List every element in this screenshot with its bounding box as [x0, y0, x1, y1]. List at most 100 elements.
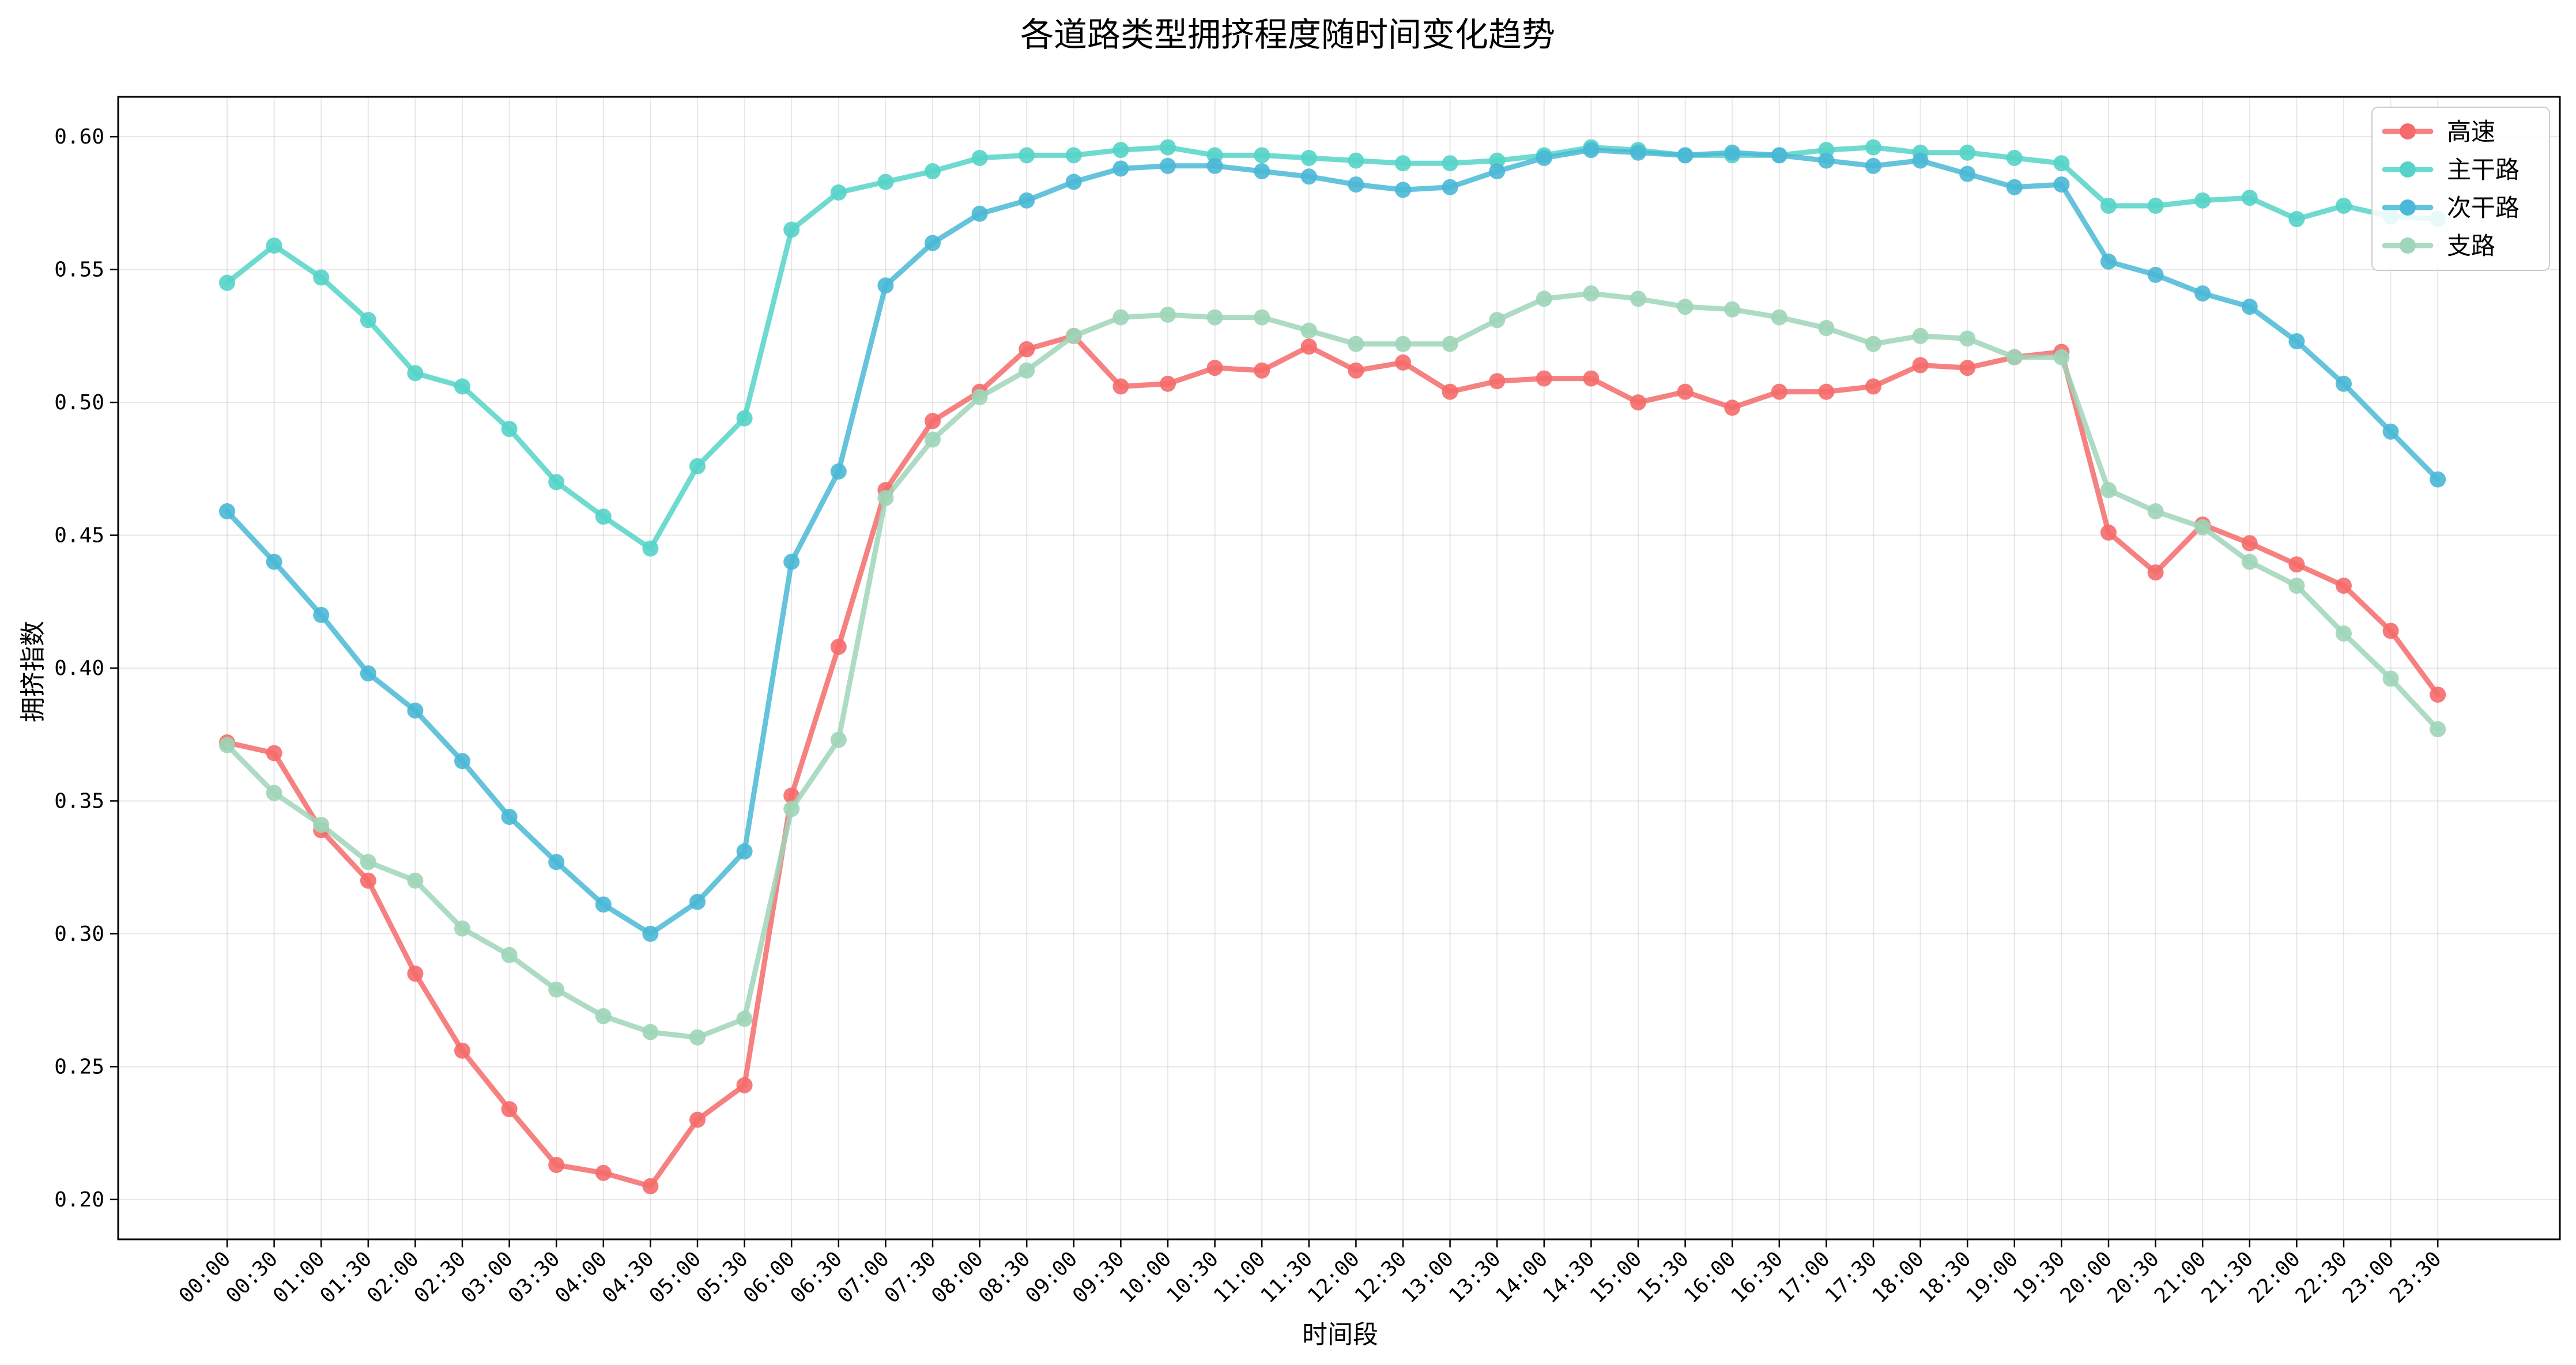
data-point	[971, 389, 988, 405]
data-point	[1160, 157, 1176, 174]
data-point	[1818, 152, 1835, 169]
legend-item: 次干路	[2382, 194, 2520, 222]
data-point	[1065, 174, 1082, 190]
data-point	[1724, 301, 1741, 318]
data-point	[1019, 147, 1035, 164]
data-point	[2100, 253, 2117, 270]
data-point	[1865, 335, 1881, 352]
data-point	[1019, 341, 1035, 357]
data-point	[1348, 335, 1364, 352]
data-point	[783, 221, 800, 238]
data-point	[1112, 309, 1129, 326]
data-point	[360, 665, 376, 682]
data-point	[2382, 670, 2399, 687]
data-point	[407, 365, 424, 382]
data-point	[2430, 471, 2446, 488]
y-axis-label: 拥挤指数	[18, 621, 48, 722]
data-point	[2053, 349, 2070, 365]
data-point	[360, 872, 376, 889]
data-point	[1442, 179, 1458, 195]
data-point	[595, 1008, 612, 1024]
data-point	[266, 745, 282, 761]
data-point	[454, 753, 470, 770]
legend-label: 支路	[2447, 232, 2495, 260]
data-point	[925, 413, 941, 429]
data-point	[1254, 163, 1270, 180]
y-tick-label: 0.25	[54, 1055, 104, 1079]
data-point	[2382, 423, 2399, 440]
y-tick-label: 0.35	[54, 789, 104, 813]
data-point	[925, 431, 941, 448]
data-point	[1254, 362, 1270, 379]
data-point	[595, 508, 612, 525]
data-point	[1583, 285, 1600, 302]
data-point	[1630, 291, 1646, 307]
legend-marker	[2400, 161, 2416, 178]
data-point	[925, 235, 941, 251]
data-point	[1677, 147, 1694, 164]
data-point	[454, 378, 470, 395]
y-tick-label: 0.30	[54, 922, 104, 946]
y-tick-label: 0.60	[54, 125, 104, 149]
data-point	[1395, 354, 1411, 371]
data-point	[548, 981, 565, 998]
legend-label: 次干路	[2447, 194, 2520, 222]
chart-title: 各道路类型拥挤程度随时间变化趋势	[1020, 15, 1555, 54]
legend-item: 高速	[2382, 118, 2495, 146]
data-point	[783, 553, 800, 570]
data-point	[2430, 687, 2446, 703]
data-point	[407, 702, 424, 719]
data-point	[830, 731, 847, 748]
data-point	[548, 1156, 565, 1173]
data-point	[219, 503, 235, 520]
data-point	[1912, 357, 1929, 374]
legend-box	[2371, 107, 2550, 271]
data-point	[971, 205, 988, 222]
y-tick-label: 0.45	[54, 524, 104, 548]
data-point	[501, 421, 518, 438]
data-point	[2336, 375, 2352, 392]
data-point	[1771, 147, 1787, 164]
data-point	[313, 269, 330, 286]
data-point	[1254, 147, 1270, 164]
data-point	[1065, 327, 1082, 344]
series-3	[219, 142, 2446, 942]
data-point	[1959, 165, 1976, 182]
data-point	[830, 463, 847, 480]
data-point	[1489, 163, 1506, 180]
data-point	[313, 816, 330, 833]
data-point	[1865, 139, 1881, 156]
data-point	[1348, 362, 1364, 379]
series-line	[224, 291, 2441, 1040]
data-point	[454, 920, 470, 937]
data-point	[2288, 556, 2305, 573]
data-point	[1865, 378, 1881, 395]
data-point	[2100, 524, 2117, 541]
data-point	[2382, 623, 2399, 639]
series-line	[224, 147, 2441, 937]
data-point	[2147, 266, 2164, 283]
y-tick-label: 0.55	[54, 258, 104, 282]
data-point	[1112, 160, 1129, 177]
data-point	[2194, 285, 2211, 302]
legend-marker	[2400, 123, 2416, 139]
data-point	[1677, 299, 1694, 315]
data-point	[360, 854, 376, 870]
data-point	[2006, 179, 2023, 195]
data-point	[1489, 373, 1506, 390]
series-2	[219, 139, 2446, 557]
data-point	[1112, 378, 1129, 395]
data-point	[1583, 370, 1600, 387]
data-point	[1959, 144, 1976, 161]
series-4	[219, 285, 2446, 1046]
data-point	[1724, 399, 1741, 416]
data-point	[595, 1164, 612, 1181]
data-point	[1206, 309, 1223, 326]
data-point	[2194, 192, 2211, 209]
legend-label: 高速	[2447, 118, 2495, 146]
data-point	[2100, 482, 2117, 499]
data-point	[219, 737, 235, 753]
data-point	[266, 785, 282, 801]
